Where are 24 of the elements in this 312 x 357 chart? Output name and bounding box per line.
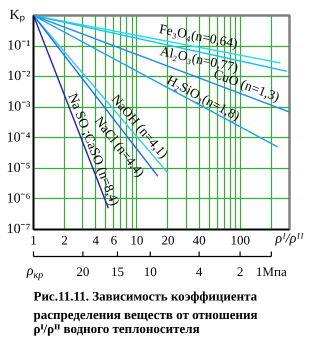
text: 1Мпа xyxy=(256,264,287,279)
y-tick-label: 10⁻⁶ xyxy=(6,191,31,206)
text: 15 xyxy=(110,264,124,279)
x-tick-label: 40 xyxy=(192,232,206,248)
y-axis-title: Kₚ xyxy=(10,8,26,23)
y-tick-label: 10⁻⁴ xyxy=(6,130,31,146)
text: Рис.11.11. Зависимость коэффициента распределения веществ от отношения ρᴵ/ρᴵᴵ водного теплоносителя xyxy=(34,288,258,336)
x-axis-title: ρᴵ/ρᴵᴵ xyxy=(274,232,304,246)
x-tick-label: 1 xyxy=(30,232,37,248)
x-tick-label: 20 xyxy=(161,232,174,248)
text: 4 xyxy=(196,264,203,279)
y-tick-label: 10⁻¹ xyxy=(7,38,31,54)
x-tick-label: 6 xyxy=(110,232,118,248)
y-tick-label: 10⁻³ xyxy=(7,100,31,115)
x-tick-label: 10 xyxy=(130,232,144,248)
text: 2 xyxy=(236,264,244,279)
x-tick-label: 4 xyxy=(92,232,100,248)
x-tick-label: 100 xyxy=(230,232,250,248)
x-tick-label: 2 xyxy=(61,232,68,248)
y-tick-label: 10⁻² xyxy=(7,69,31,84)
y-tick-label: 10⁻⁷ xyxy=(6,222,31,237)
text: 20 xyxy=(76,264,90,279)
y-tick-label: 10⁻⁵ xyxy=(6,160,31,176)
text: 10 xyxy=(144,264,157,279)
